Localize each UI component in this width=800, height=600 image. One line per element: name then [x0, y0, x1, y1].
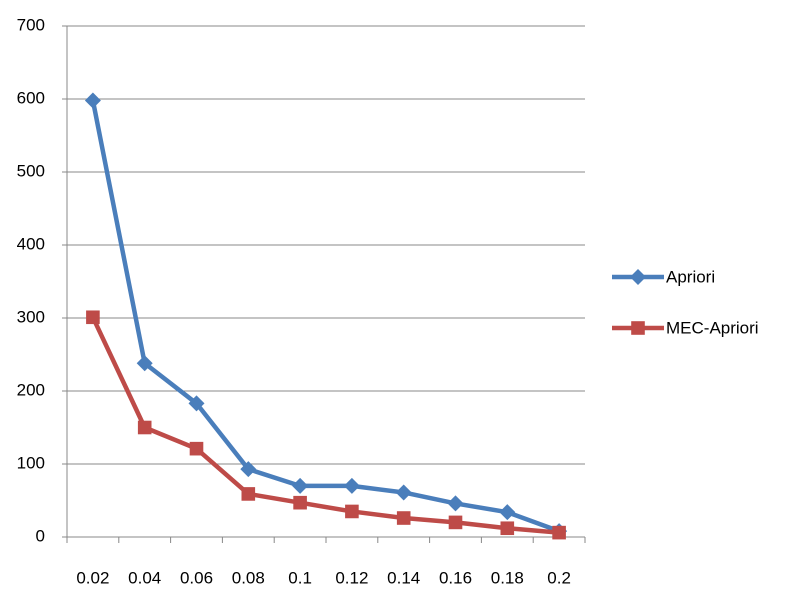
marker [241, 487, 256, 501]
marker [86, 310, 100, 325]
marker [240, 461, 257, 478]
grid [67, 25, 585, 538]
y-tick-label: 200 [17, 380, 45, 399]
y-tick-label: 500 [17, 161, 45, 180]
legend-label: Apriori [666, 267, 715, 286]
marker [293, 495, 307, 510]
y-tick-label: 400 [17, 234, 45, 253]
marker [631, 321, 645, 335]
marker [136, 355, 153, 372]
marker [395, 484, 412, 501]
marker [345, 504, 359, 519]
x-tick-label: 0.16 [439, 568, 472, 587]
marker [343, 477, 360, 494]
marker [396, 511, 411, 525]
marker [188, 395, 205, 412]
y-tick-label: 0 [36, 526, 45, 545]
marker [500, 521, 515, 536]
x-tick-label: 0.1 [288, 568, 312, 587]
marker [292, 477, 309, 494]
marker [189, 441, 204, 456]
y-tick-label: 700 [17, 15, 45, 34]
plot [84, 92, 568, 540]
x-tick-label: 0.18 [491, 568, 524, 587]
axes: 0 100 200 300 400 500 600 700 0.02 0.04 0.06 0.08 0.… [17, 15, 586, 587]
series-line [90, 316, 560, 535]
marker [448, 515, 463, 530]
marker [84, 92, 101, 109]
x-tick-label: 0.02 [76, 568, 109, 587]
marker [552, 525, 566, 540]
y-tick-label: 600 [17, 88, 45, 107]
marker [499, 504, 516, 521]
x-tick-label: 0.06 [180, 568, 213, 587]
legend: Apriori MEC-Apriori [612, 267, 759, 337]
x-tick-label: 0.08 [232, 568, 265, 587]
x-tick-label: 0.14 [387, 568, 420, 587]
marker [447, 495, 464, 512]
x-tick-label: 0.12 [335, 568, 368, 587]
y-tick-label: 300 [17, 307, 45, 326]
y-tick-label: 100 [17, 453, 45, 472]
x-tick-label: 0.2 [547, 568, 571, 587]
series-line [90, 100, 560, 534]
legend-label: MEC-Apriori [666, 318, 759, 337]
marker [137, 420, 152, 435]
marker [630, 269, 646, 285]
x-tick-label: 0.04 [128, 568, 161, 587]
